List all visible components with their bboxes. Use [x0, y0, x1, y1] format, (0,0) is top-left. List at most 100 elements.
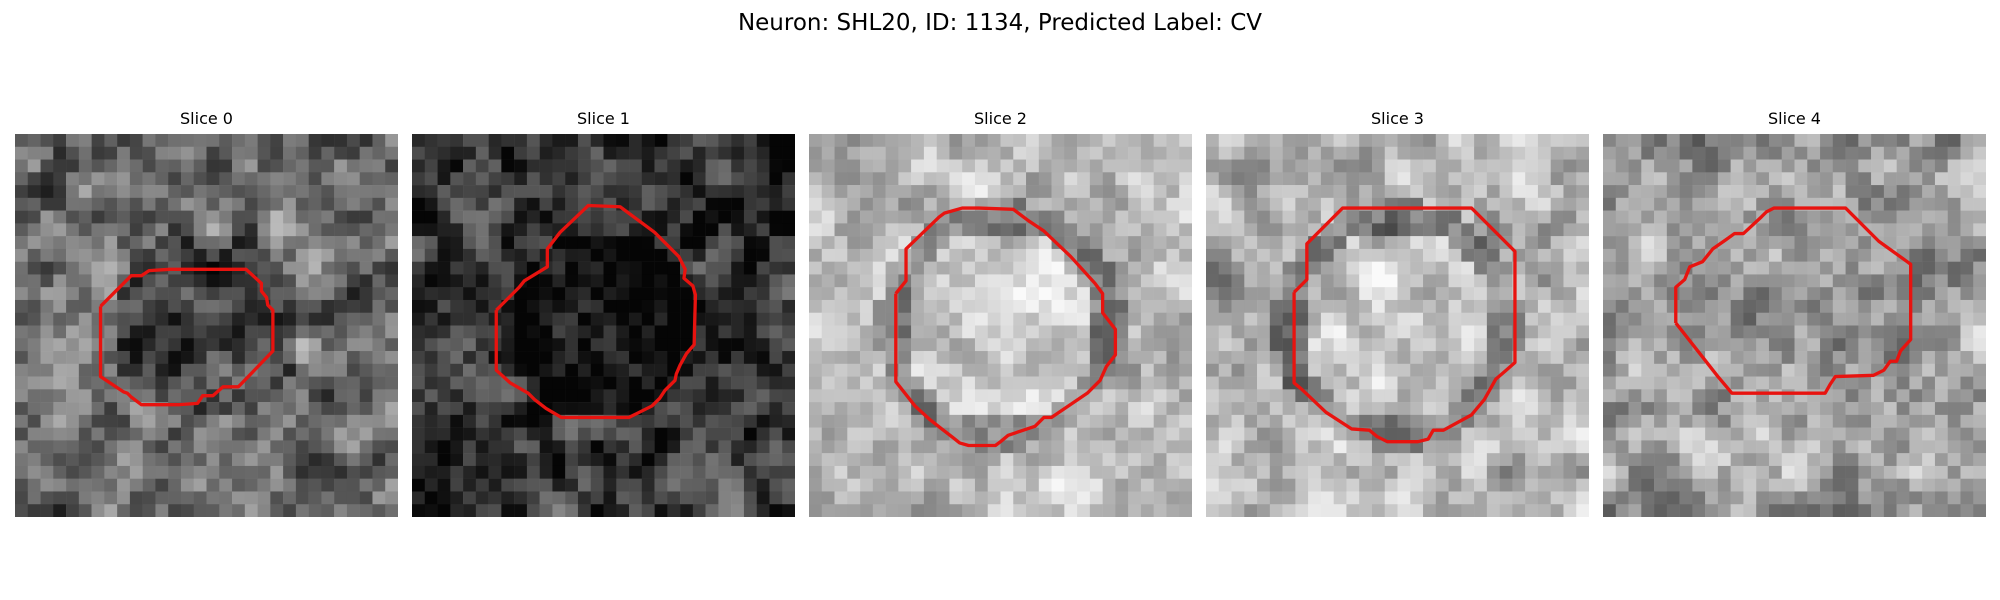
pixel [321, 261, 335, 275]
pixel [1832, 504, 1846, 517]
pixel [1218, 376, 1232, 390]
pixel [1077, 248, 1091, 262]
pixel [193, 325, 207, 339]
pixel [1206, 402, 1220, 416]
pixel [1628, 287, 1642, 301]
pixel [1461, 440, 1475, 454]
pixel [692, 363, 706, 377]
pixel [1512, 185, 1526, 199]
pixel [1730, 299, 1744, 313]
pixel [911, 159, 925, 173]
pixel [718, 414, 732, 428]
pixel [974, 185, 988, 199]
pixel [923, 146, 937, 160]
pixel [1218, 172, 1232, 186]
pixel [53, 172, 67, 186]
pixel [1282, 274, 1296, 288]
pixel [809, 134, 823, 148]
pixel [821, 159, 835, 173]
pixel [1563, 363, 1577, 377]
pixel [308, 351, 322, 365]
pixel [552, 134, 566, 148]
pixel [1140, 261, 1154, 275]
pixel [526, 504, 540, 517]
pixel [244, 478, 258, 492]
pixel [1244, 402, 1258, 416]
pixel [872, 440, 886, 454]
pixel [1371, 236, 1385, 250]
pixel [1448, 248, 1462, 262]
pixel [1231, 236, 1245, 250]
pixel [1909, 440, 1923, 454]
pixel [809, 427, 823, 441]
pixel [1692, 287, 1706, 301]
pixel [1064, 504, 1078, 517]
pixel [1410, 185, 1424, 199]
pixel [641, 338, 655, 352]
pixel [641, 159, 655, 173]
pixel [1026, 248, 1040, 262]
pixel [1781, 325, 1795, 339]
pixel [936, 287, 950, 301]
pixel [1051, 274, 1065, 288]
pixel [1333, 299, 1347, 313]
pixel [1038, 363, 1052, 377]
pixel [629, 504, 643, 517]
pixel [1295, 402, 1309, 416]
pixel [1615, 172, 1629, 186]
pixel [168, 236, 182, 250]
pixel [987, 210, 1001, 224]
pixel [514, 504, 528, 517]
pixel [936, 453, 950, 467]
pixel [1435, 312, 1449, 326]
pixel [412, 312, 426, 326]
pixel [463, 197, 477, 211]
pixel [1615, 363, 1629, 377]
pixel [1089, 210, 1103, 224]
pixel [1947, 261, 1961, 275]
pixel [1563, 338, 1577, 352]
pixel [565, 236, 579, 250]
pixel [1371, 414, 1385, 428]
pixel [1820, 453, 1834, 467]
pixel [1474, 287, 1488, 301]
pixel [1692, 236, 1706, 250]
pixel [1550, 159, 1564, 173]
pixel [718, 389, 732, 403]
pixel [1295, 261, 1309, 275]
pixel [577, 427, 591, 441]
pixel [334, 478, 348, 492]
pixel [1909, 312, 1923, 326]
pixel [346, 453, 360, 467]
pixel [1231, 312, 1245, 326]
pixel [308, 389, 322, 403]
pixel [1960, 491, 1974, 505]
pixel [809, 440, 823, 454]
pixel [1038, 299, 1052, 313]
pixel [1628, 351, 1642, 365]
pixel [104, 427, 118, 441]
pixel [1346, 172, 1360, 186]
pixel [1435, 261, 1449, 275]
pixel [1077, 465, 1091, 479]
pixel [987, 261, 1001, 275]
pixel [1346, 414, 1360, 428]
pixel [1934, 236, 1948, 250]
pixel [821, 440, 835, 454]
pixel [1845, 491, 1859, 505]
pixel [1922, 351, 1936, 365]
pixel [1705, 338, 1719, 352]
pixel [962, 172, 976, 186]
pixel [1218, 402, 1232, 416]
pixel [334, 338, 348, 352]
pixel [1666, 389, 1680, 403]
pixel [1423, 440, 1437, 454]
pixel [603, 427, 617, 441]
pixel [1934, 402, 1948, 416]
pixel [1461, 389, 1475, 403]
pixel [590, 402, 604, 416]
pixel [1832, 453, 1846, 467]
pixel [526, 414, 540, 428]
pixel [1435, 338, 1449, 352]
pixel [91, 389, 105, 403]
